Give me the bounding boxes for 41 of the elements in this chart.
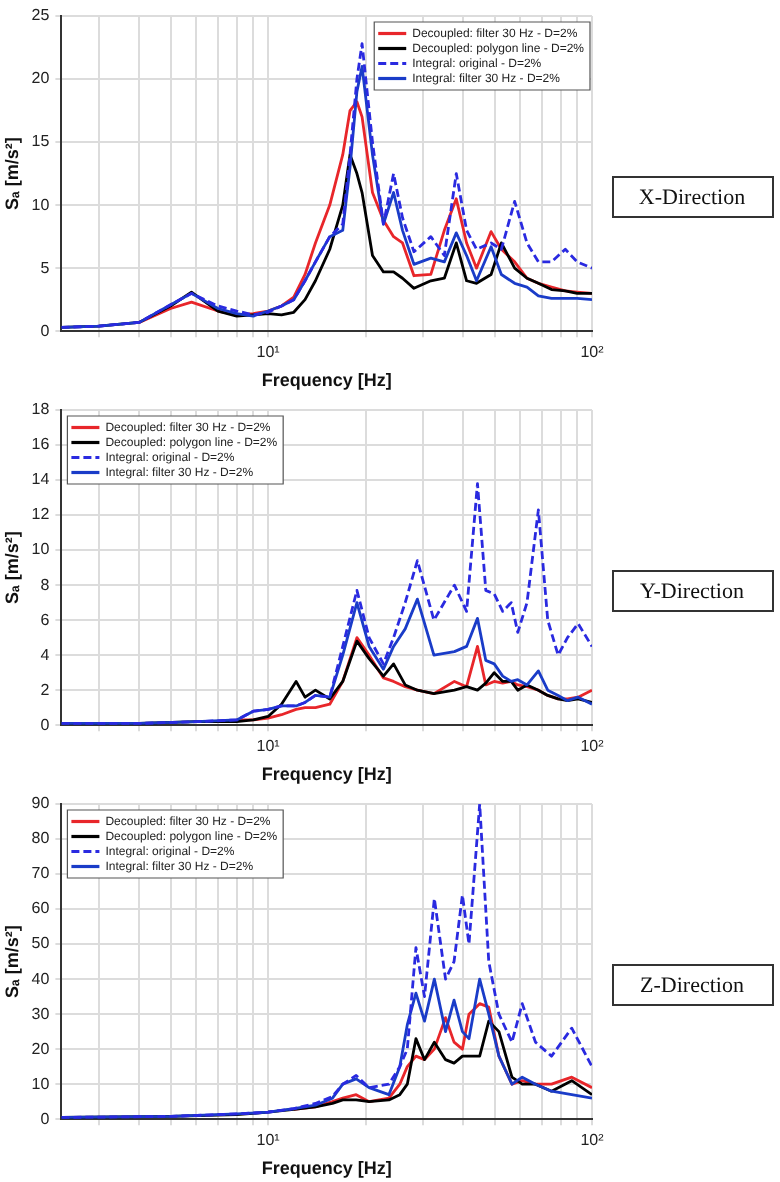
y-tick-label: 25 xyxy=(31,6,51,25)
y-tick-label: 18 xyxy=(31,400,51,419)
y-tick-label: 16 xyxy=(31,435,51,454)
x-tick-label: 10² xyxy=(580,343,605,362)
text: Z-Direction xyxy=(640,973,745,998)
y-tick-label: 5 xyxy=(40,258,51,277)
y-axis-title: Sₐ [m/s²] xyxy=(1,137,22,211)
x-axis-title: Frequency [Hz] xyxy=(261,1158,392,1179)
y-tick-label: 0 xyxy=(40,1109,51,1128)
y-tick-label: 6 xyxy=(40,610,51,629)
y-tick-label: 20 xyxy=(31,1039,51,1058)
x-tick-label: 10² xyxy=(580,737,605,756)
x-tick-label: 10¹ xyxy=(256,1131,281,1150)
y-axis-title: Sₐ [m/s²] xyxy=(1,925,22,999)
x-axis-title: Frequency [Hz] xyxy=(261,370,392,391)
y-tick-label: 14 xyxy=(31,470,51,489)
y-tick-label: 80 xyxy=(31,829,51,848)
x-axis-title: Frequency [Hz] xyxy=(261,764,392,785)
x-tick-label: 10² xyxy=(580,1131,605,1150)
y-tick-label: 30 xyxy=(31,1004,51,1023)
y-tick-label: 8 xyxy=(40,575,51,594)
y-tick-label: 10 xyxy=(31,1074,51,1093)
y-tick-label: 12 xyxy=(31,505,51,524)
y-tick-label: 0 xyxy=(40,321,51,340)
y-axis-title: Sₐ [m/s²] xyxy=(1,531,22,605)
y-tick-label: 20 xyxy=(31,69,51,88)
y-tick-label: 90 xyxy=(31,794,51,813)
y-tick-label: 40 xyxy=(31,969,51,988)
y-tick-label: 15 xyxy=(31,132,51,151)
y-tick-label: 10 xyxy=(31,195,51,214)
y-tick-label: 60 xyxy=(31,899,51,918)
text: Y-Direction xyxy=(640,579,745,604)
x-tick-label: 10¹ xyxy=(256,343,281,362)
y-tick-label: 70 xyxy=(31,864,51,883)
y-tick-label: 10 xyxy=(31,540,51,559)
y-tick-label: 4 xyxy=(40,645,51,664)
y-tick-label: 2 xyxy=(40,680,51,699)
y-tick-label: 0 xyxy=(40,715,51,734)
text: X-Direction xyxy=(638,185,747,210)
x-tick-label: 10¹ xyxy=(256,737,281,756)
y-tick-label: 50 xyxy=(31,934,51,953)
